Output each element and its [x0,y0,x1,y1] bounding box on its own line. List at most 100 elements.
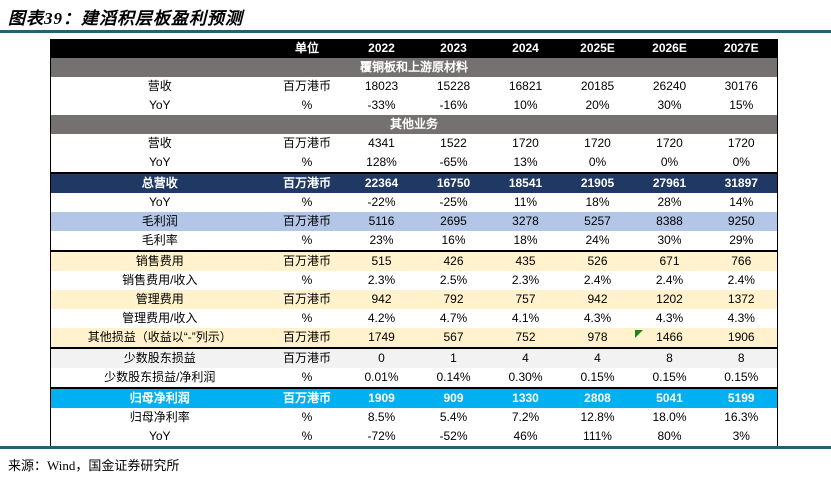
value-cell: 28% [657,195,682,209]
value-cell: 8388 [633,212,706,231]
value-cell: 0% [732,155,750,169]
row-label-cell: YoY [148,195,171,209]
row-label-cell: 营收 [147,136,172,150]
table-row: YoY% -22% -25% 11% 18% 28% 14% [51,193,778,212]
value-cell: 29% [705,231,778,252]
header-cell: 2024 [489,39,562,58]
header-cell: 2027E [705,39,778,58]
header-label-cell [50,39,269,58]
value-cell: 30% [633,231,706,252]
value-cell: 757 [489,290,562,309]
value-cell: 4 [489,348,562,368]
row-label-cell: 毛利润 [50,212,269,231]
table-row: YoY% -33% -16% 10% 20% 30% 15% [51,96,778,115]
table-row: 销售费用 百万港币 515 426 435 526 671 766 [50,251,778,271]
value-cell: 4341 [368,136,395,150]
value-cell: 13% [513,155,538,169]
section-label: 其他业务 [50,115,778,134]
unit-cell: % [268,231,346,252]
value-cell: 0% [588,155,607,169]
value-cell: 1906 [705,328,778,349]
value-cell: -22% [367,195,396,209]
value-cell: 435 [489,251,562,271]
row-label-cell: 其他损益（收益以“-”列示） [50,328,269,349]
value-cell: 4.3% [727,311,755,325]
header-cell: 2025E [561,39,634,58]
value-cell: 2.4% [655,273,684,287]
value-cell: 18023 [364,79,399,93]
table-row: 销售费用/收入% 2.3% 2.5% 2.3% 2.4% 2.4% 2.4% [51,271,778,290]
value-cell: 18541 [489,172,562,193]
table-row: 营收 百万港币 4341 1522 1720 1720 1720 1720 [51,134,778,153]
value-cell: 8.5% [367,410,396,424]
row-label-cell: 总营收 [50,172,269,193]
table-row: 总营收 百万港币 22364 16750 18541 21905 27961 31897 [50,172,778,193]
value-cell: 0.14% [436,370,471,384]
value-cell: 2.4% [727,273,755,287]
row-label-cell: 归母净利润 [50,387,269,408]
value-cell: 1522 [440,136,467,150]
value-cell: 671 [633,251,706,271]
value-cell: 909 [417,387,490,408]
section-row: 覆铜板和上游原材料 [50,58,778,77]
unit-cell: 百万港币 [268,212,346,231]
value-cell: 2.5% [439,273,468,287]
value-cell: 16% [417,231,490,252]
row-label-cell: 销售费用 [50,251,269,271]
value-cell: 4.7% [439,311,468,325]
value-cell: 5257 [561,212,634,231]
value-cell: 18% [585,195,610,209]
unit-cell: 百万港币 [268,172,346,193]
value-cell: 0.01% [364,370,399,384]
header-cell: 2026E [633,39,706,58]
value-cell: -65% [439,155,468,169]
value-cell: 942 [345,290,418,309]
page-title: 图表39：建滔积层板盈利预测 [8,9,243,28]
value-cell: 567 [417,328,490,349]
unit-cell: % [301,155,313,169]
value-cell: 8 [633,348,706,368]
row-label-cell: 归母净利率 [129,410,190,424]
value-cell: 2.3% [367,273,396,287]
value-cell: 0.15% [580,370,615,384]
value-cell: 5199 [705,387,778,408]
value-cell: -25% [439,195,468,209]
row-label-cell: 毛利率 [50,231,269,252]
row-label-cell: 少数股东损益/净利润 [104,370,216,384]
unit-cell: % [301,370,313,384]
value-cell: 30% [657,98,682,112]
value-cell: 3% [705,427,778,448]
table-row: YoY% 128% -65% 13% 0% 0% 0% [51,153,778,173]
unit-cell: 百万港币 [268,251,346,271]
value-cell: 23% [345,231,418,252]
value-cell: 942 [561,290,634,309]
unit-cell: % [301,98,313,112]
header-cell: 单位 [268,39,346,58]
table-row: 其他损益（收益以“-”列示） 百万港币 1749 567 752 978 1466 1906 [50,328,778,349]
table-row: 营收 百万港币 18023 15228 16821 20185 26240 30176 [51,77,778,96]
value-cell: 4.3% [655,311,684,325]
value-cell: 128% [366,155,397,169]
unit-cell: 百万港币 [268,328,346,349]
row-label-cell: YoY [50,427,269,448]
value-cell: 1466 [633,328,706,349]
header-row: 单位 2022 2023 2024 2025E 2026E 2027E [50,39,778,58]
value-cell: 0% [660,155,679,169]
value-cell: 2695 [417,212,490,231]
section-label: 覆铜板和上游原材料 [50,58,778,77]
value-cell: 1202 [633,290,706,309]
value-cell: 752 [489,328,562,349]
row-label-cell: 营收 [147,79,172,93]
unit-cell: % [301,273,313,287]
value-cell: 11% [513,195,538,209]
value-cell: 10% [513,98,538,112]
value-cell: 46% [489,427,562,448]
table-row: 管理费用/收入% 4.2% 4.7% 4.1% 4.3% 4.3% 4.3% [51,309,778,328]
row-label-cell: 少数股东损益 [50,348,269,368]
value-cell: 766 [705,251,778,271]
value-cell: 27961 [633,172,706,193]
table-row: 少数股东损益/净利润% 0.01% 0.14% 0.30% 0.15% 0.15% 0.15… [51,368,778,388]
table-container: 单位 2022 2023 2024 2025E 2026E 2027E 覆铜板和上游原材料营… [50,39,778,448]
value-cell: 978 [561,328,634,349]
unit-cell: % [301,410,313,424]
